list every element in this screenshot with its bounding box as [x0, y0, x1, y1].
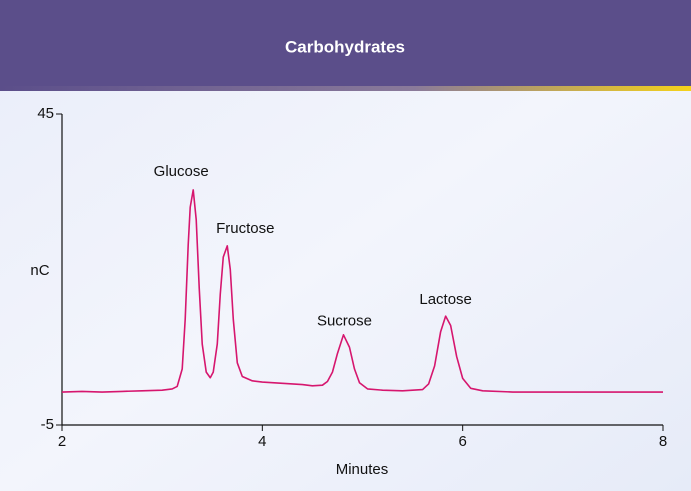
chart-title: Carbohydrates — [285, 37, 405, 56]
x-tick-label: 2 — [58, 433, 66, 450]
peak-label: Fructose — [216, 220, 274, 237]
header-stripe — [0, 86, 691, 91]
x-tick-label: 4 — [258, 433, 266, 450]
peak-label: Sucrose — [317, 313, 372, 330]
x-axis-label: Minutes — [336, 461, 389, 478]
x-tick-label: 6 — [458, 433, 466, 450]
y-tick-label: -5 — [41, 416, 54, 433]
y-tick-label: 45 — [37, 105, 54, 122]
x-tick-label: 8 — [659, 433, 667, 450]
y-axis-label: nC — [30, 262, 49, 279]
peak-label: Glucose — [154, 163, 209, 180]
header — [0, 0, 691, 86]
peak-label: Lactose — [419, 291, 472, 308]
signal-line — [61, 189, 663, 393]
